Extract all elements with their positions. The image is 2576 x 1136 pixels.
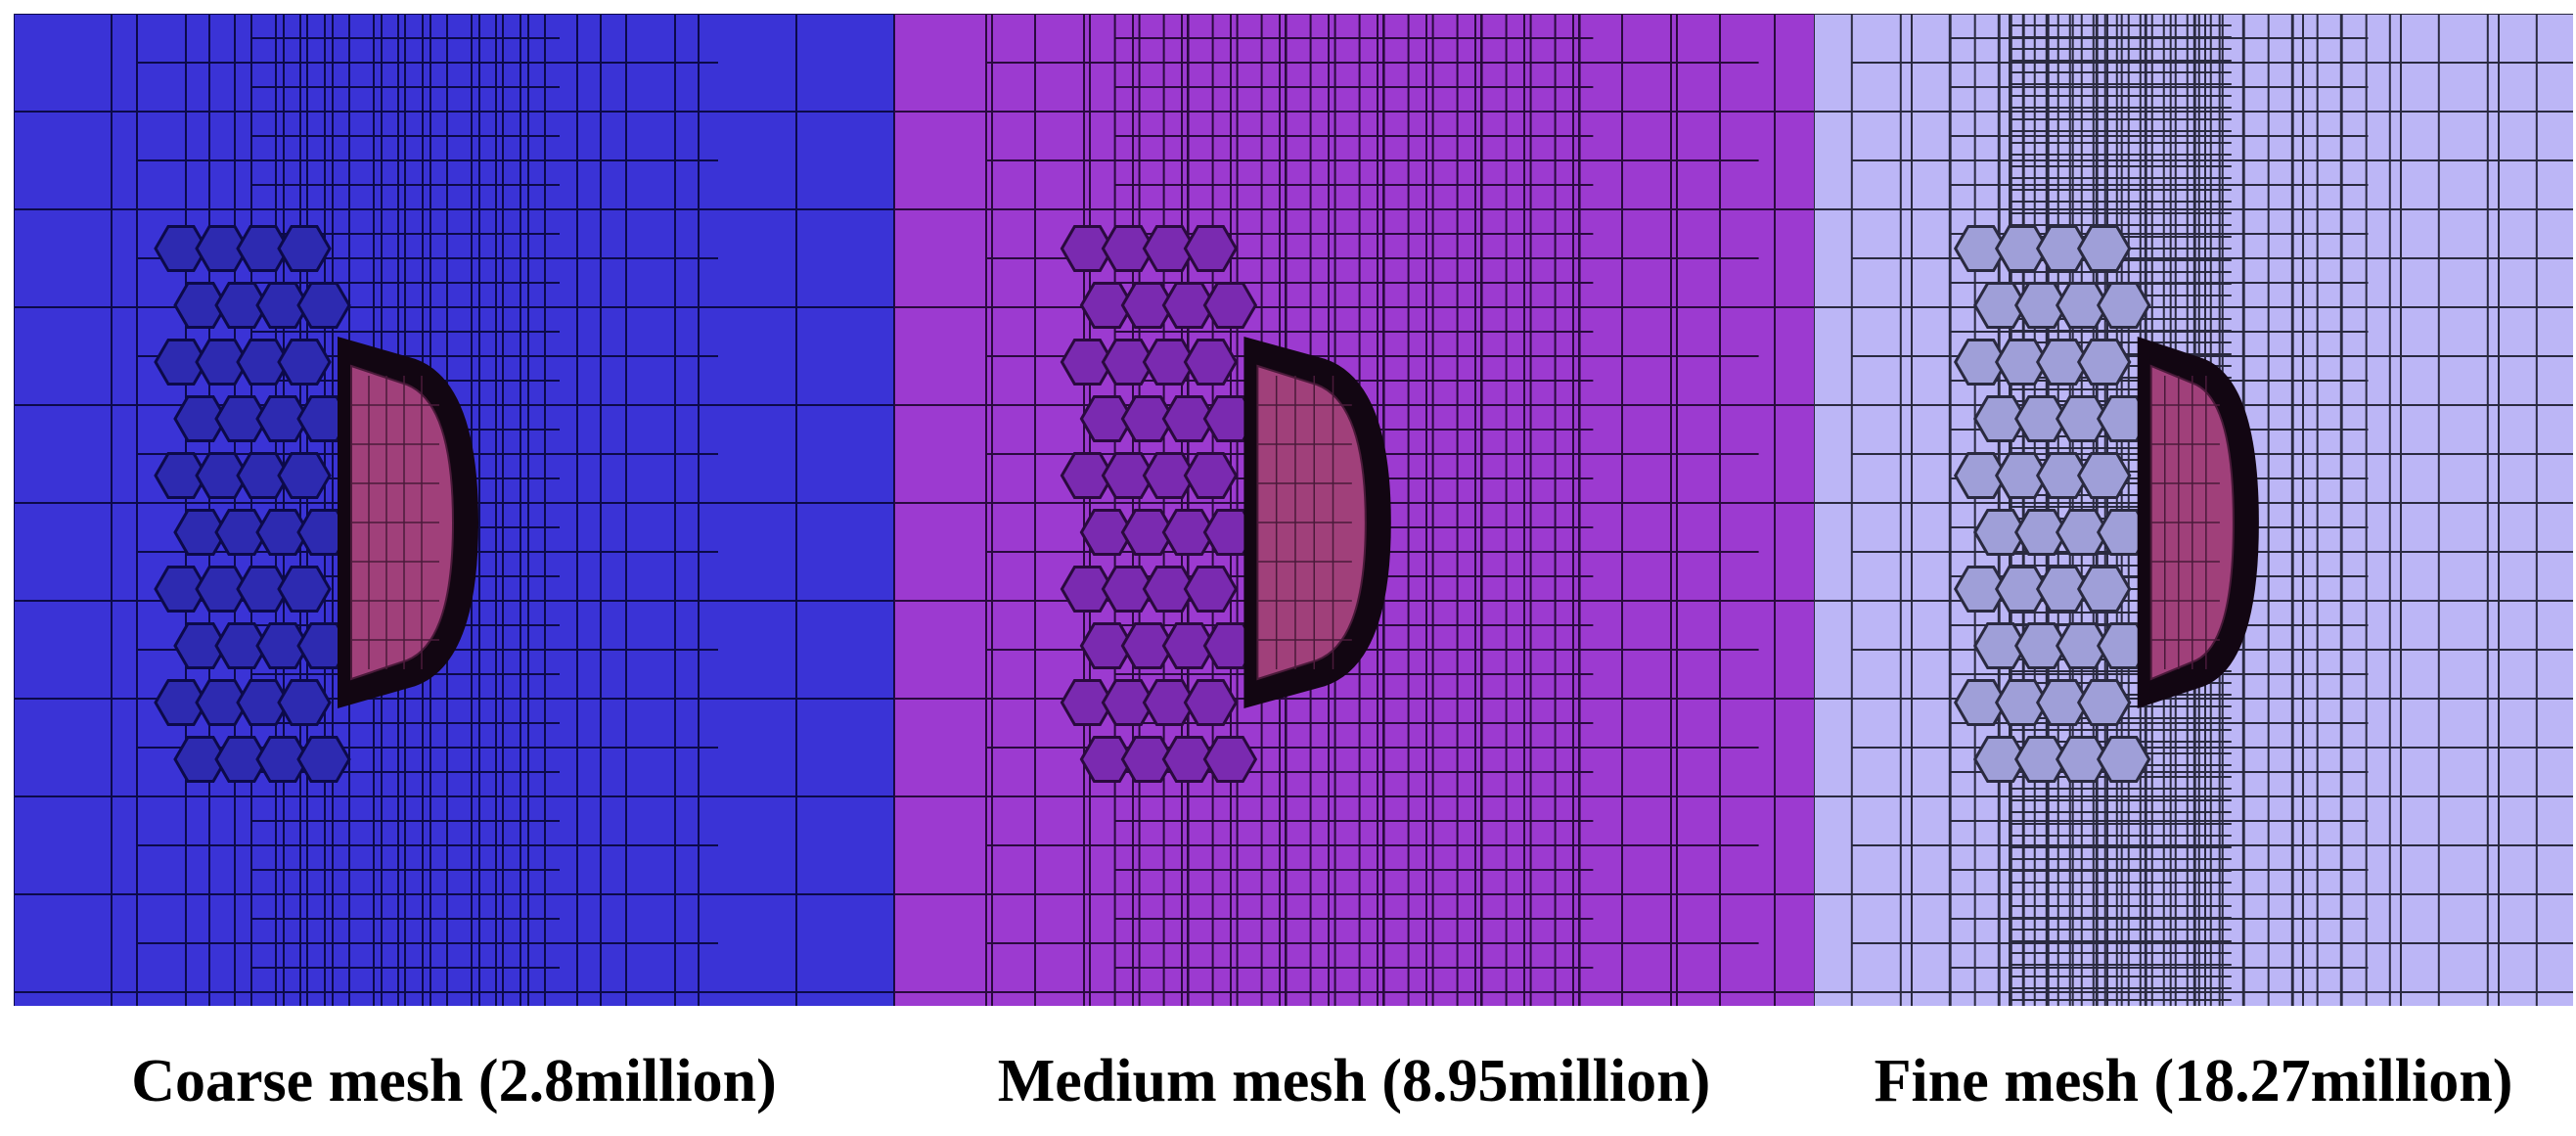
medium-mesh-image: [894, 14, 1814, 1006]
fine-mesh-image: [1814, 14, 2573, 1006]
coarse-mesh-panel: [14, 14, 894, 1006]
medium-mesh-panel: [894, 14, 1814, 1006]
medium-mesh-caption: Medium mesh (8.95million): [997, 1048, 1711, 1114]
coarse-mesh-caption: Coarse mesh (2.8million): [131, 1048, 777, 1114]
coarse-mesh-image: [14, 14, 894, 1006]
fine-mesh-panel: [1814, 14, 2573, 1006]
fine-mesh-caption: Fine mesh (18.27million): [1874, 1048, 2513, 1114]
